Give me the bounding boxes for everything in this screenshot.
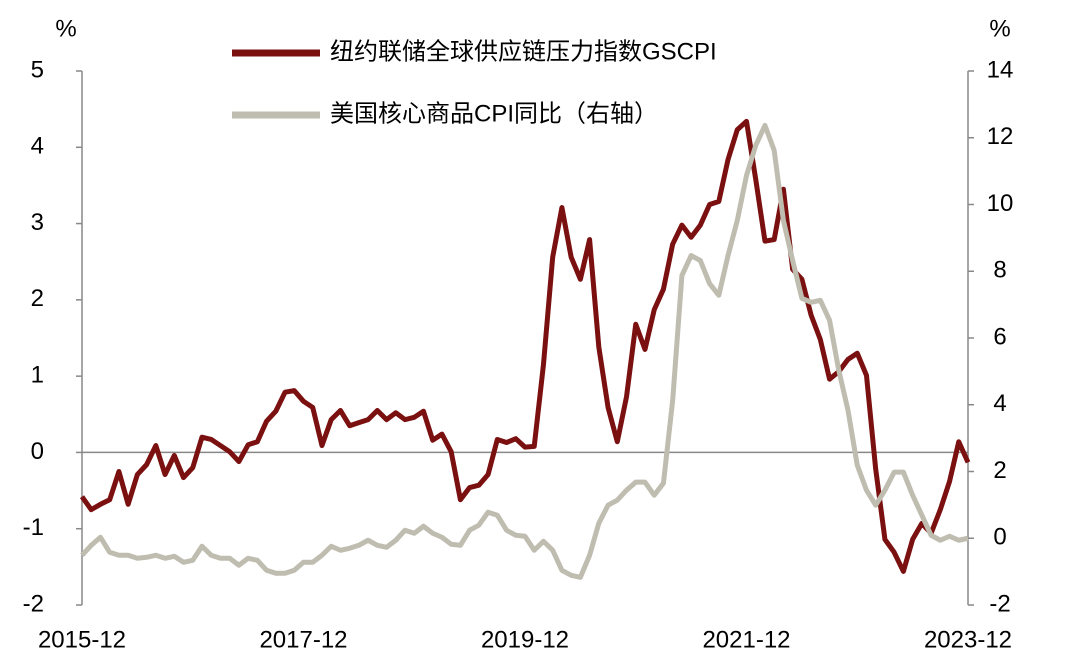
x-tick-label: 2015-12 — [38, 626, 126, 653]
y2-axis-unit: % — [989, 15, 1010, 42]
y-tick-label: -2 — [23, 590, 44, 617]
y2-tick-label: 14 — [987, 56, 1014, 83]
x-tick-label: 2019-12 — [481, 626, 569, 653]
y2-tick-label: 4 — [993, 390, 1006, 417]
y2-tick-label: 12 — [987, 123, 1014, 150]
y-tick-label: 2 — [31, 285, 44, 312]
series-line — [79, 118, 971, 574]
x-tick-label: 2023-12 — [924, 626, 1012, 653]
legend-label: 美国核心商品CPI同比（右轴） — [330, 100, 658, 127]
y-tick-label: 3 — [31, 209, 44, 236]
y-tick-label: 5 — [31, 56, 44, 83]
series-line — [80, 122, 969, 580]
y2-tick-label: 8 — [993, 257, 1006, 284]
x-tick-label: 2017-12 — [259, 626, 347, 653]
y-axis-unit: % — [55, 15, 76, 42]
y-tick-label: 4 — [31, 133, 44, 160]
y-tick-label: -1 — [23, 514, 44, 541]
y2-tick-label: -2 — [989, 590, 1010, 617]
y-tick-label: 1 — [31, 361, 44, 388]
y-tick-label: 0 — [31, 438, 44, 465]
y2-tick-label: 2 — [993, 457, 1006, 484]
y2-tick-label: 10 — [987, 190, 1014, 217]
y2-tick-label: 6 — [993, 323, 1006, 350]
legend-label: 纽约联储全球供应链压力指数GSCPI — [330, 38, 717, 65]
y2-tick-label: 0 — [993, 524, 1006, 551]
x-tick-label: 2021-12 — [702, 626, 790, 653]
